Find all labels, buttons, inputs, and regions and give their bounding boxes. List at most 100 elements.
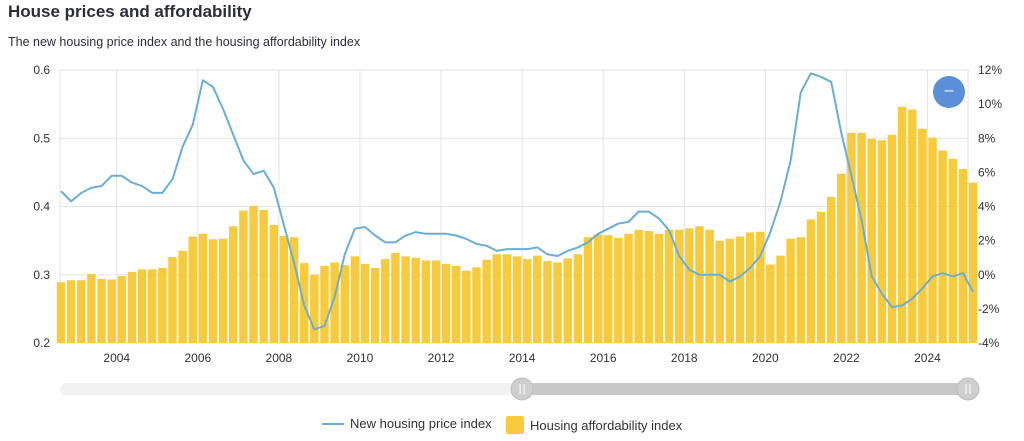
affordability-bar xyxy=(725,238,735,343)
left-tick-label: 0.6 xyxy=(33,63,50,77)
affordability-bar xyxy=(97,278,106,343)
affordability-bar xyxy=(137,269,147,343)
affordability-bar xyxy=(259,209,268,343)
affordability-bar xyxy=(654,233,664,343)
affordability-bar xyxy=(66,280,76,343)
right-tick-label: 2% xyxy=(978,234,996,248)
left-tick-label: 0.3 xyxy=(33,268,50,282)
affordability-bar xyxy=(745,232,755,343)
affordability-bar xyxy=(816,211,826,343)
affordability-bar xyxy=(512,256,522,343)
navigator-left-handle[interactable] xyxy=(510,377,534,401)
affordability-bar xyxy=(107,279,116,343)
x-tick-label: 2014 xyxy=(509,351,536,365)
affordability-bars xyxy=(56,106,978,344)
affordability-bar xyxy=(391,252,400,343)
affordability-bar xyxy=(928,137,937,343)
affordability-bar xyxy=(563,258,572,343)
affordability-bar xyxy=(441,263,451,343)
affordability-bar xyxy=(421,260,431,343)
legend-label: New housing price index xyxy=(350,416,492,431)
x-tick-label: 2008 xyxy=(266,351,293,365)
affordability-bar xyxy=(492,254,502,343)
x-tick-label: 2022 xyxy=(833,351,860,365)
right-tick-label: 0% xyxy=(978,268,996,282)
affordability-bar xyxy=(553,262,562,343)
right-tick-label: 10% xyxy=(978,97,1002,111)
affordability-bar xyxy=(624,233,633,343)
x-tick-label: 2004 xyxy=(103,351,130,365)
affordability-bar xyxy=(533,255,542,343)
x-tick-label: 2016 xyxy=(590,351,617,365)
affordability-bar xyxy=(705,229,714,343)
affordability-bar xyxy=(573,254,583,343)
affordability-bar xyxy=(664,229,674,343)
affordability-bar xyxy=(462,270,471,343)
affordability-bar xyxy=(583,237,593,343)
x-axis-ticks: 2004 2006 2008 2010 2012 2014 2016 2018 2020 2022… xyxy=(103,351,941,365)
affordability-bar xyxy=(218,238,228,343)
affordability-bar xyxy=(837,173,846,343)
affordability-bar xyxy=(269,224,279,343)
right-tick-label: 8% xyxy=(978,131,996,145)
affordability-bar xyxy=(178,250,187,343)
affordability-bar xyxy=(735,236,745,343)
affordability-bar xyxy=(482,259,491,343)
affordability-bar xyxy=(249,205,258,343)
left-tick-label: 0.5 xyxy=(33,131,50,145)
left-tick-label: 0.4 xyxy=(33,200,50,214)
affordability-bar xyxy=(644,231,654,343)
affordability-bar xyxy=(695,226,704,343)
affordability-bar xyxy=(796,237,806,343)
affordability-bar xyxy=(370,267,380,343)
affordability-bar xyxy=(158,267,167,343)
right-tick-label: -4% xyxy=(978,336,1000,350)
affordability-bar xyxy=(127,272,137,343)
affordability-bar xyxy=(310,274,319,343)
box-swatch-icon xyxy=(506,416,524,434)
navigator-selected-range xyxy=(522,383,968,395)
legend: New housing price index Housing affordab… xyxy=(0,416,1024,436)
range-navigator[interactable] xyxy=(60,377,980,401)
affordability-bar xyxy=(826,196,836,343)
affordability-bar xyxy=(786,238,795,343)
left-tick-label: 0.2 xyxy=(33,336,50,350)
price-index-series-line xyxy=(60,72,974,331)
legend-item-price-index[interactable]: New housing price index xyxy=(322,416,492,431)
affordability-bar xyxy=(451,265,461,343)
affordability-bar xyxy=(634,229,643,343)
affordability-bar xyxy=(340,265,350,343)
affordability-bar xyxy=(857,132,866,343)
affordability-bar xyxy=(938,150,947,343)
legend-label: Housing affordability index xyxy=(530,417,683,433)
x-tick-label: 2006 xyxy=(184,351,211,365)
affordability-bar xyxy=(593,234,603,343)
affordability-bar xyxy=(289,237,299,343)
affordability-bar xyxy=(766,264,775,343)
affordability-bar xyxy=(887,134,897,343)
affordability-bar xyxy=(897,106,907,343)
affordability-bar xyxy=(87,274,96,343)
affordability-bar xyxy=(330,262,339,343)
affordability-bar xyxy=(958,168,968,343)
legend-item-affordability[interactable]: Housing affordability index xyxy=(506,416,682,434)
navigator-right-handle[interactable] xyxy=(956,377,980,401)
affordability-bar xyxy=(411,257,420,343)
right-tick-label: -2% xyxy=(978,302,1000,316)
affordability-bar xyxy=(188,236,198,343)
affordability-bar xyxy=(968,182,978,343)
right-tick-label: 4% xyxy=(978,200,996,214)
affordability-bar xyxy=(401,256,410,343)
right-axis-ticks: -4% -2% 0% 2% 4% 6% 8% 10% 12% xyxy=(978,63,1002,350)
right-tick-label: 12% xyxy=(978,63,1002,77)
x-tick-label: 2018 xyxy=(671,351,698,365)
zoom-out-button[interactable]: – xyxy=(933,76,965,108)
affordability-bar xyxy=(117,276,127,343)
affordability-bar xyxy=(776,255,785,343)
x-tick-label: 2010 xyxy=(347,351,374,365)
x-tick-label: 2024 xyxy=(914,351,941,365)
price-index-line xyxy=(60,72,974,331)
affordability-bar xyxy=(674,229,684,343)
affordability-bar xyxy=(77,280,86,343)
affordability-bar xyxy=(198,233,208,343)
